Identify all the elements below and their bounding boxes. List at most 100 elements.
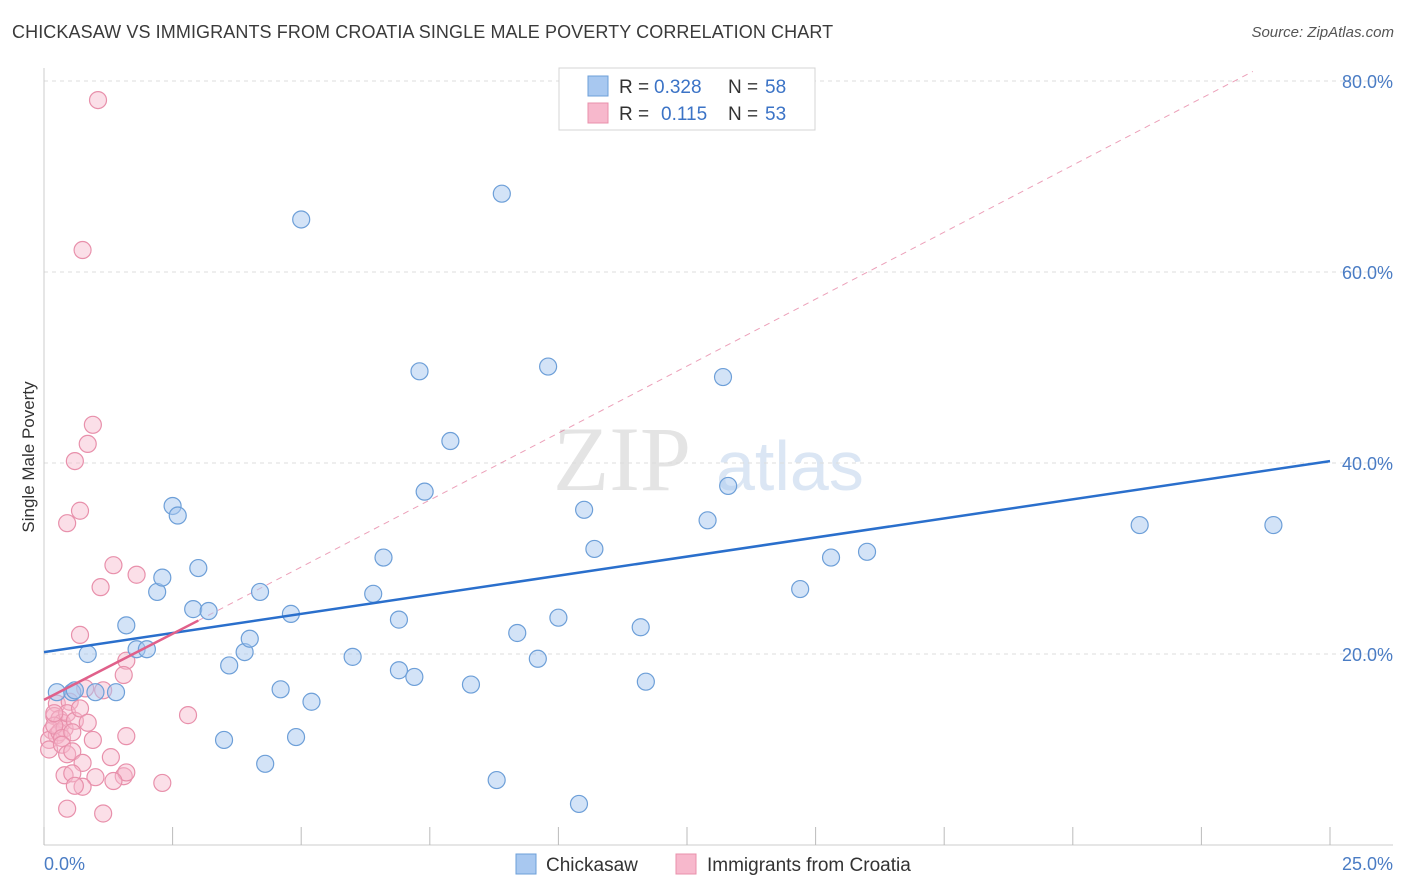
- pink-point: [73, 777, 92, 796]
- pink-point: [63, 723, 82, 742]
- legend-n-value-2: 53: [765, 104, 786, 125]
- legend-n-label-1: N =: [728, 77, 758, 98]
- pink-point: [86, 768, 105, 787]
- blue-point: [184, 600, 203, 619]
- blue-point: [508, 623, 527, 643]
- blue-point: [698, 511, 717, 530]
- pink-point: [104, 771, 123, 791]
- blue-point: [106, 683, 126, 702]
- blue-point: [487, 770, 506, 790]
- blue-point: [374, 548, 393, 567]
- blue-point: [410, 362, 429, 381]
- blue-point: [292, 210, 311, 229]
- blue-point: [821, 548, 841, 567]
- pink-point: [91, 578, 110, 597]
- pink-point: [73, 240, 92, 260]
- blue-point: [461, 675, 481, 694]
- pink-point: [78, 434, 97, 453]
- legend-box: R = 0.328 N = 58 R = 0.115 N = 53: [558, 67, 816, 131]
- blue-point: [389, 610, 409, 629]
- pink-point: [78, 713, 97, 732]
- blue-point: [1264, 515, 1283, 535]
- blue-point: [441, 431, 460, 451]
- pink-point: [117, 727, 136, 746]
- bottom-legend: Chickasaw Immigrants from Croatia: [515, 853, 911, 876]
- bottom-legend-label-pink: Immigrants from Croatia: [707, 855, 911, 876]
- blue-point: [343, 647, 362, 666]
- blue-point: [585, 539, 604, 559]
- pink-series: [40, 90, 198, 823]
- pink-point: [117, 763, 136, 782]
- y-axis-label: Single Male Poverty: [19, 381, 38, 533]
- legend-r-value-1: 0.328: [654, 77, 702, 98]
- legend-swatch-pink: [587, 102, 609, 124]
- y-tick-label: 40.0%: [1342, 454, 1393, 474]
- blue-point: [528, 649, 547, 668]
- pink-trend-dashed: [198, 71, 1254, 622]
- chart-title: CHICKASAW VS IMMIGRANTS FROM CROATIA SIN…: [12, 22, 834, 42]
- pink-point: [83, 730, 102, 750]
- blue-point: [256, 754, 275, 773]
- pink-point: [52, 735, 72, 754]
- bottom-legend-swatch-blue: [515, 853, 537, 875]
- pink-point: [70, 501, 90, 520]
- blue-point: [575, 500, 594, 519]
- legend-r-value-2: 0.115: [661, 104, 707, 125]
- blue-point: [631, 618, 650, 637]
- blue-point: [250, 582, 270, 602]
- blue-point: [539, 357, 558, 376]
- y-tick-label: 60.0%: [1342, 263, 1393, 283]
- blue-point: [286, 727, 306, 747]
- blue-point: [302, 692, 321, 711]
- pink-point: [178, 706, 198, 725]
- pink-point: [153, 773, 172, 793]
- pink-point: [88, 90, 108, 110]
- pink-trend-line: [43, 619, 199, 701]
- axes: [43, 68, 1393, 846]
- y-tick-label: 20.0%: [1342, 645, 1393, 665]
- pink-point: [83, 415, 102, 434]
- blue-series: [47, 184, 1283, 814]
- blue-point: [240, 629, 259, 648]
- pink-point: [127, 565, 146, 584]
- blue-point: [415, 482, 434, 501]
- bottom-legend-label-blue: Chickasaw: [546, 855, 638, 876]
- x-tick-label-min: 0.0%: [44, 854, 85, 874]
- legend-r-label-1: R =: [619, 77, 649, 98]
- y-tick-label: 80.0%: [1342, 72, 1393, 92]
- blue-trend-line: [43, 459, 1331, 654]
- trend-lines: [43, 459, 1331, 701]
- pink-point: [52, 728, 72, 748]
- blue-point: [1130, 515, 1149, 535]
- blue-point: [364, 584, 383, 603]
- blue-point: [153, 568, 172, 587]
- blue-point: [569, 794, 589, 814]
- pink-point: [70, 625, 90, 645]
- pink-point: [70, 699, 90, 718]
- blue-point: [791, 579, 810, 599]
- blue-point: [117, 616, 136, 635]
- blue-point: [271, 680, 290, 699]
- blue-point: [389, 661, 409, 680]
- blue-point: [78, 644, 97, 664]
- pink-point: [65, 451, 84, 471]
- pink-point: [94, 804, 113, 823]
- source-label: Source: ZipAtlas.com: [1251, 24, 1394, 41]
- legend-n-value-1: 58: [765, 77, 786, 98]
- blue-point: [220, 656, 239, 675]
- blue-point: [189, 558, 208, 578]
- watermark-zip: ZIP: [553, 408, 691, 510]
- pink-point: [45, 704, 64, 723]
- blue-point: [492, 184, 511, 203]
- blue-point: [636, 672, 655, 691]
- x-tick-label-max: 25.0%: [1342, 854, 1393, 874]
- pink-point: [58, 799, 77, 818]
- gridlines: 20.0% 40.0% 60.0% 80.0%: [44, 72, 1393, 665]
- pink-point: [58, 745, 77, 764]
- blue-point: [549, 608, 568, 627]
- blue-point: [405, 667, 424, 687]
- watermark-atlas: atlas: [716, 427, 864, 505]
- legend-r-label-2: R =: [619, 104, 649, 125]
- pink-point: [63, 742, 82, 761]
